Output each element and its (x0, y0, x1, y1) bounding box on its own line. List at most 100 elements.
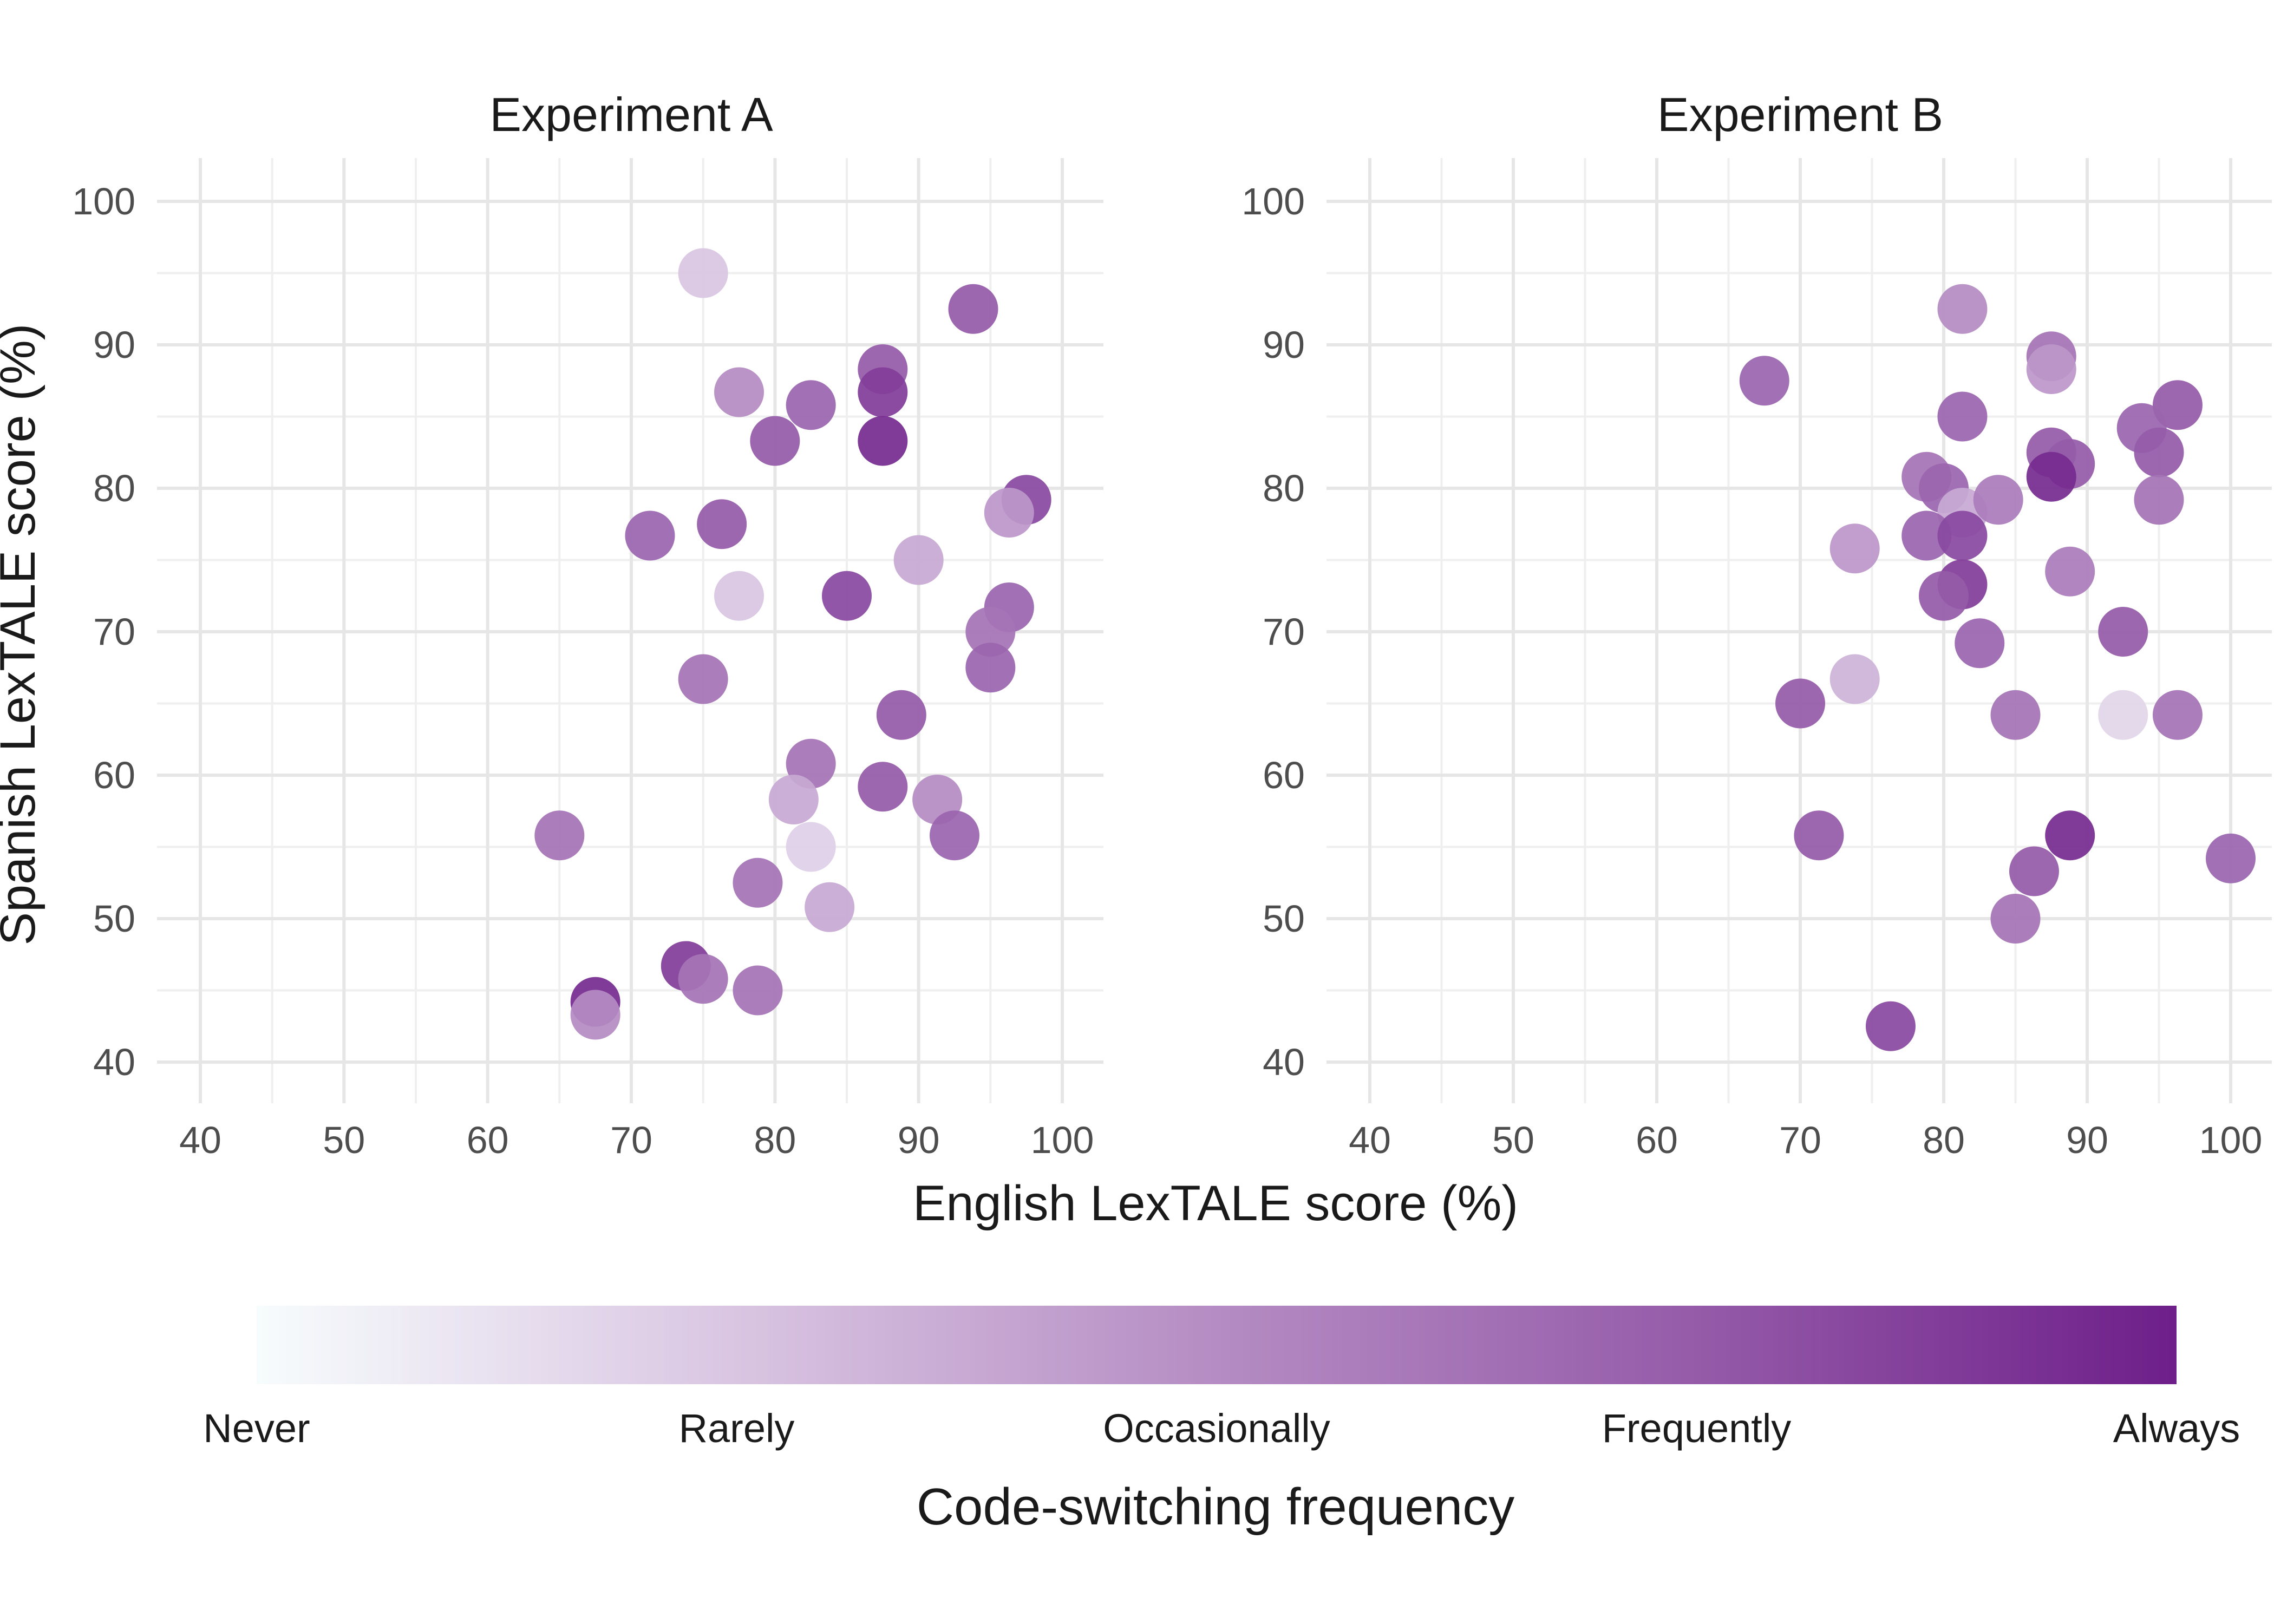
data-point-a (678, 248, 728, 298)
data-point-a (678, 654, 728, 704)
y-tick-label-a: 80 (93, 467, 135, 509)
data-point-a (930, 810, 979, 861)
points-b (1739, 284, 2256, 1051)
legend-level-labels: Never Rarely Occasionally Frequently Always (203, 1406, 2240, 1451)
y-tick-label-a: 60 (93, 754, 135, 796)
panel-experiment-b: Experiment B 40 50 60 70 80 90 100 40 50 60 70 80 9… (1241, 88, 2272, 1161)
data-point-a (984, 488, 1034, 538)
data-point-b (2045, 546, 2095, 597)
y-tick-label-b: 60 (1263, 754, 1305, 796)
data-point-b (1937, 284, 1988, 334)
data-point-b (2026, 344, 2076, 395)
x-tick-label-b: 100 (2199, 1119, 2263, 1161)
x-tick-label-b: 60 (1636, 1119, 1678, 1161)
data-point-a (534, 810, 585, 861)
data-point-a (625, 510, 675, 561)
y-tick-label-a: 100 (72, 180, 135, 222)
x-tick-labels-a: 40 50 60 70 80 90 100 (179, 1119, 1094, 1161)
data-point-b (1955, 618, 2005, 669)
data-point-b (1829, 523, 1880, 574)
data-point-a (876, 690, 926, 740)
data-point-b (1990, 894, 2041, 944)
panel-experiment-a: Experiment A 40 50 60 70 80 90 100 40 50 60 70 80 9… (72, 88, 1103, 1161)
data-point-b (2045, 810, 2095, 861)
x-tick-label-a: 70 (610, 1119, 652, 1161)
data-point-a (858, 367, 908, 417)
y-tick-labels-b: 40 50 60 70 80 90 100 (1241, 180, 1305, 1083)
legend-level-occasionally: Occasionally (1103, 1406, 1330, 1451)
data-point-b (1865, 1001, 1916, 1051)
data-point-a (733, 857, 783, 908)
data-point-b (1990, 690, 2041, 740)
data-point-a (750, 416, 800, 466)
data-point-a (714, 367, 764, 417)
x-tick-label-b: 50 (1492, 1119, 1534, 1161)
data-point-b (2098, 690, 2148, 740)
y-tick-label-b: 40 (1263, 1041, 1305, 1083)
x-tick-label-b: 90 (2066, 1119, 2108, 1161)
data-point-b (2134, 475, 2184, 525)
data-point-a (858, 416, 908, 466)
data-point-b (2098, 607, 2148, 657)
data-point-b (2009, 846, 2059, 896)
data-point-b (2026, 451, 2076, 502)
x-tick-label-b: 80 (1923, 1119, 1965, 1161)
data-point-b (1775, 678, 1825, 729)
legend-level-always: Always (2113, 1406, 2240, 1451)
y-tick-label-a: 50 (93, 898, 135, 940)
data-point-b (1937, 510, 1988, 561)
data-point-a (570, 990, 620, 1040)
legend-title: Code-switching frequency (917, 1478, 1515, 1536)
y-tick-label-b: 100 (1241, 180, 1305, 222)
data-point-b (2134, 427, 2184, 477)
data-point-a (678, 954, 728, 1004)
data-point-a (822, 571, 872, 621)
data-point-a (893, 535, 944, 585)
x-axis-title: English LexTALE score (%) (913, 1176, 1518, 1231)
gridlines-a (157, 158, 1103, 1103)
y-tick-labels-a: 40 50 60 70 80 90 100 (72, 180, 135, 1083)
data-point-b (1937, 391, 1988, 442)
data-point-a (714, 571, 764, 621)
legend-level-rarely: Rarely (679, 1406, 795, 1451)
points-a (534, 248, 1051, 1040)
y-axis-title: Spanish LexTALE score (%) (0, 324, 45, 946)
data-point-b (1919, 571, 1969, 621)
x-tick-label-a: 90 (898, 1119, 940, 1161)
data-point-b (1973, 475, 2023, 525)
legend-color-bar (257, 1306, 2177, 1384)
x-tick-label-b: 40 (1349, 1119, 1391, 1161)
data-point-b (1739, 356, 1789, 406)
facet-title-b: Experiment B (1657, 88, 1943, 141)
y-tick-label-b: 80 (1263, 467, 1305, 509)
data-point-b (2152, 380, 2203, 430)
y-tick-label-b: 70 (1263, 611, 1305, 653)
x-tick-labels-b: 40 50 60 70 80 90 100 (1349, 1119, 2262, 1161)
y-tick-label-b: 50 (1263, 898, 1305, 940)
facet-title-a: Experiment A (489, 88, 773, 141)
data-point-a (965, 607, 1016, 657)
data-point-b (1901, 510, 1952, 561)
data-point-b (2152, 690, 2203, 740)
data-point-a (786, 380, 836, 430)
y-tick-label-a: 70 (93, 611, 135, 653)
data-point-a (965, 643, 1016, 693)
legend-level-frequently: Frequently (1602, 1406, 1792, 1451)
x-tick-label-b: 70 (1779, 1119, 1821, 1161)
y-tick-label-b: 90 (1263, 324, 1305, 366)
color-legend: Never Rarely Occasionally Frequently Always … (203, 1306, 2240, 1536)
x-tick-label-a: 60 (467, 1119, 509, 1161)
data-point-a (858, 762, 908, 812)
data-point-a (948, 284, 998, 334)
data-point-a (805, 882, 855, 932)
data-point-b (1829, 654, 1880, 704)
legend-level-never: Never (203, 1406, 310, 1451)
data-point-a (733, 965, 783, 1016)
x-tick-label-a: 100 (1031, 1119, 1094, 1161)
y-tick-label-a: 90 (93, 324, 135, 366)
data-point-a (768, 775, 819, 825)
data-point-a (697, 499, 747, 549)
x-tick-label-a: 50 (323, 1119, 365, 1161)
x-tick-label-a: 80 (754, 1119, 796, 1161)
